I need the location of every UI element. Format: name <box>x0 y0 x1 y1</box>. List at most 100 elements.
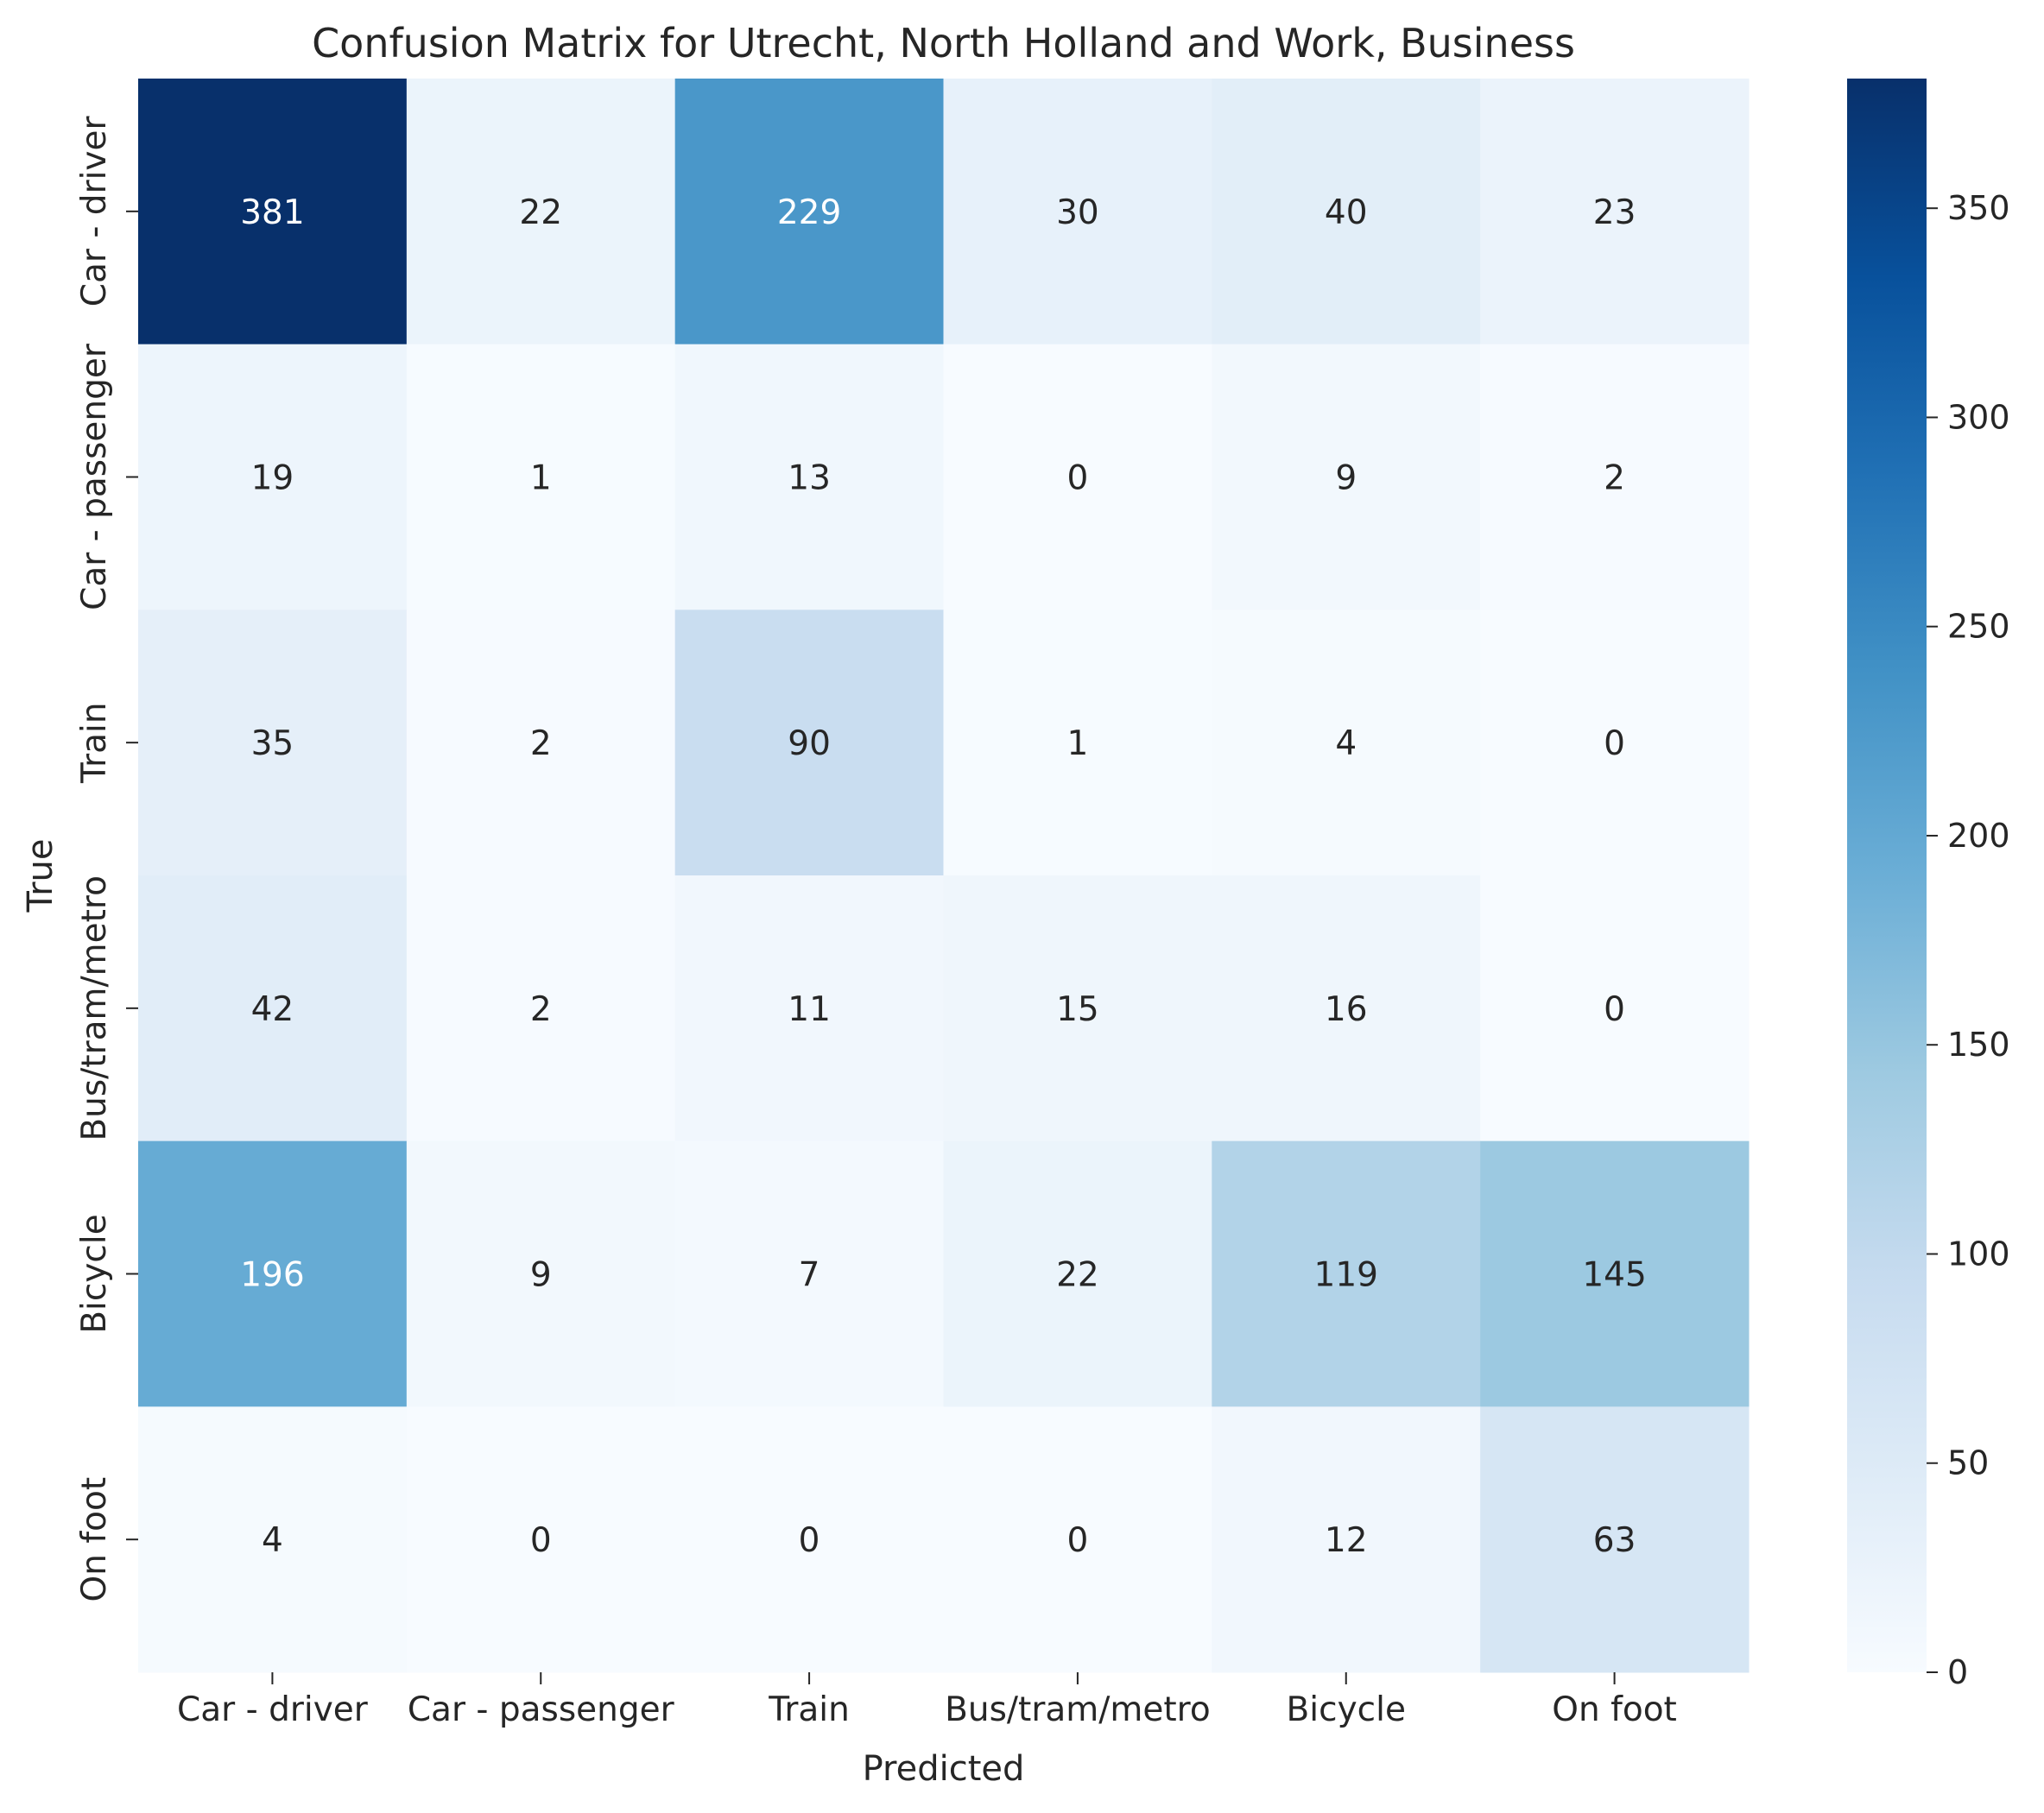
y-tick-label: Bicycle <box>75 1214 114 1333</box>
cell-value-label: 9 <box>530 1256 552 1295</box>
heatmap-cell <box>406 875 676 1142</box>
heatmap-cell <box>1212 344 1481 610</box>
heatmap-cell <box>943 1140 1212 1407</box>
cell-value-label: 2 <box>530 724 552 763</box>
cell-value-label: 30 <box>1056 193 1099 232</box>
cell-value-label: 0 <box>1604 724 1625 763</box>
cell-value-label: 35 <box>251 724 294 763</box>
cell-value-label: 12 <box>1325 1521 1368 1560</box>
colorbar-tick-label: 300 <box>1947 398 2010 436</box>
colorbar-tick-label: 200 <box>1947 817 2010 855</box>
heatmap-cell <box>674 610 944 876</box>
y-tick-label: On foot <box>75 1477 114 1602</box>
x-axis: Car - driver Car - passenger Train Bus/tram… <box>177 1672 1677 1729</box>
heatmap-cell <box>943 1406 1212 1673</box>
colorbar-tick-label: 250 <box>1947 608 2010 646</box>
heatmap-cell <box>138 610 408 876</box>
colorbar-tick-label: 0 <box>1947 1653 1968 1691</box>
x-tick-label: Train <box>768 1690 850 1729</box>
cell-value-label: 0 <box>799 1521 820 1560</box>
cell-value-label: 381 <box>240 193 304 232</box>
heatmap-cell <box>406 610 676 876</box>
cell-value-label: 90 <box>788 724 831 763</box>
y-axis-label: True <box>21 839 60 913</box>
y-tick-label: Car - passenger <box>75 343 114 610</box>
cell-value-label: 15 <box>1056 990 1099 1029</box>
heatmap-cell <box>1212 1406 1481 1673</box>
cell-value-label: 63 <box>1593 1521 1636 1560</box>
heatmap-cell <box>406 79 676 345</box>
heatmap-cell <box>406 1140 676 1407</box>
colorbar: 0 50 100 150 200 250 300 350 <box>1847 79 2010 1691</box>
x-axis-label: Predicted <box>863 1749 1025 1789</box>
cell-value-label: 2 <box>530 990 552 1029</box>
cell-value-label: 1 <box>530 459 552 498</box>
cell-value-label: 7 <box>799 1256 820 1295</box>
cell-value-label: 22 <box>1056 1256 1099 1295</box>
heatmap-cell <box>674 1140 944 1407</box>
cell-value-label: 16 <box>1325 990 1368 1029</box>
cell-value-label: 11 <box>788 990 831 1029</box>
heatmap-cell <box>1480 1140 1750 1407</box>
chart-title: Confusion Matrix for Utrecht, North Holl… <box>312 20 1575 66</box>
cell-value-label: 9 <box>1335 459 1357 498</box>
cell-value-label: 119 <box>1314 1256 1378 1295</box>
cell-value-label: 0 <box>530 1521 552 1560</box>
heatmap-cell <box>1212 79 1481 345</box>
colorbar-tick-label: 100 <box>1947 1235 2010 1273</box>
cell-value-label: 145 <box>1582 1256 1646 1295</box>
heatmap-cell <box>138 344 408 610</box>
y-tick-label: Train <box>75 702 114 784</box>
cell-value-label: 229 <box>777 193 841 232</box>
colorbar-tick-label: 350 <box>1947 189 2010 227</box>
heatmap-cell <box>138 1140 408 1407</box>
colorbar-tick-label: 150 <box>1947 1026 2010 1064</box>
heatmap-cell <box>138 79 408 345</box>
heatmap-cell <box>1480 1406 1750 1673</box>
heatmap-cell <box>1480 79 1750 345</box>
heatmap-cell <box>1480 344 1750 610</box>
heatmap-cell <box>1212 1140 1481 1407</box>
x-tick-label: Car - passenger <box>408 1690 675 1729</box>
heatmap-cell <box>1480 875 1750 1142</box>
heatmap-cell <box>674 1406 944 1673</box>
colorbar-gradient <box>1847 79 1927 1672</box>
cell-value-label: 19 <box>251 459 294 498</box>
cell-value-label: 23 <box>1593 193 1636 232</box>
cell-value-label: 2 <box>1604 459 1625 498</box>
heatmap-cell <box>674 875 944 1142</box>
cell-value-label: 196 <box>240 1256 304 1295</box>
cell-value-label: 1 <box>1067 724 1089 763</box>
x-tick-label: Bus/tram/metro <box>945 1690 1211 1729</box>
heatmap-cell <box>138 1406 408 1673</box>
x-tick-label: Bicycle <box>1287 1690 1406 1729</box>
heatmap-cell <box>1212 610 1481 876</box>
y-tick-label: Car - driver <box>75 115 114 306</box>
heatmap-cell <box>943 79 1212 345</box>
heatmap-cell <box>674 79 944 345</box>
heatmap-cell <box>674 344 944 610</box>
cell-value-label: 4 <box>1335 724 1357 763</box>
heatmap-cell <box>406 344 676 610</box>
colorbar-tick-label: 50 <box>1947 1444 1989 1482</box>
heatmap-cell <box>943 344 1212 610</box>
cell-value-label: 0 <box>1067 459 1089 498</box>
heatmap-cell <box>1212 875 1481 1142</box>
heatmap-cells <box>138 79 1750 1673</box>
y-tick-label: Bus/tram/metro <box>75 875 114 1141</box>
cell-value-label: 4 <box>262 1521 283 1560</box>
cell-value-label: 22 <box>519 193 562 232</box>
cell-value-label: 13 <box>788 459 831 498</box>
heatmap-cell <box>943 610 1212 876</box>
cell-value-label: 0 <box>1604 990 1625 1029</box>
heatmap-cell <box>138 875 408 1142</box>
y-axis: Car - driver Car - passenger Train Bus/tram… <box>75 115 138 1601</box>
heatmap-cell <box>1480 610 1750 876</box>
x-tick-label: Car - driver <box>177 1690 369 1729</box>
cell-value-label: 40 <box>1325 193 1368 232</box>
x-tick-label: On foot <box>1552 1690 1677 1729</box>
cell-value-label: 0 <box>1067 1521 1089 1560</box>
cell-value-label: 42 <box>251 990 294 1029</box>
